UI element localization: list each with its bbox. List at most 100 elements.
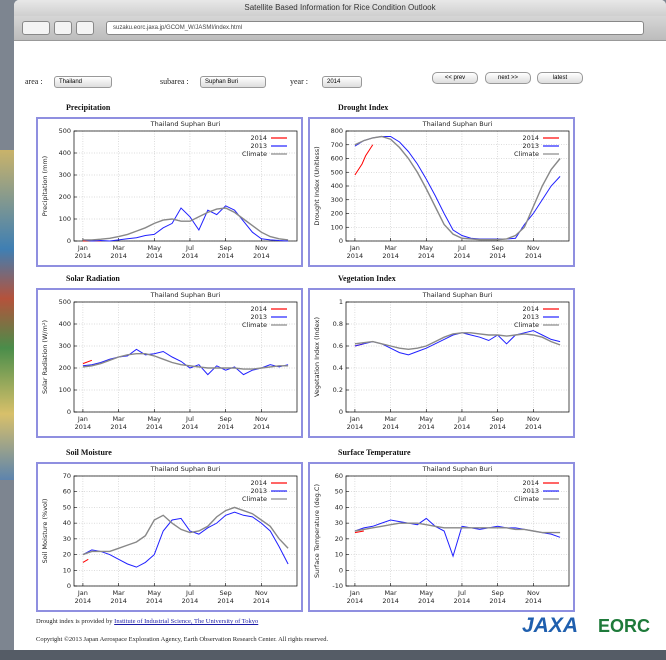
y-tick-label: 50 <box>335 488 343 496</box>
legend-label: Climate <box>242 321 267 329</box>
x-tick-label: Sep <box>220 244 232 252</box>
y-axis-label: Drought Index (Unitless) <box>313 146 321 225</box>
x-tick-sublabel: 2014 <box>418 423 435 431</box>
chart-title: Thailand Suphan Buri <box>150 465 221 473</box>
y-tick-label: 0 <box>67 582 71 590</box>
y-tick-label: 30 <box>335 519 343 527</box>
y-tick-label: 100 <box>59 386 71 394</box>
y-axis-label: Soil Moisture (%vol) <box>41 499 49 564</box>
y-tick-label: 0.2 <box>333 386 343 394</box>
latest-button[interactable]: latest <box>537 72 583 84</box>
x-tick-sublabel: 2014 <box>347 597 364 605</box>
x-tick-label: May <box>148 415 162 423</box>
y-tick-label: 400 <box>59 320 71 328</box>
x-tick-label: Sep <box>492 589 504 597</box>
prev-button[interactable]: << prev <box>432 72 478 84</box>
x-tick-label: Jul <box>457 244 466 252</box>
y-tick-label: 100 <box>331 223 343 231</box>
area-select[interactable]: Thailand <box>54 76 112 88</box>
panel-heading: Soil Moisture <box>66 448 112 457</box>
x-tick-sublabel: 2014 <box>489 597 506 605</box>
legend-label: Climate <box>514 321 539 329</box>
x-tick-sublabel: 2014 <box>382 423 399 431</box>
legend-label: 2014 <box>522 305 539 313</box>
y-tick-label: 200 <box>59 364 71 372</box>
copyright: Copyright ©2013 Japan Aerospace Explorat… <box>36 636 328 643</box>
y-tick-label: 60 <box>63 488 71 496</box>
x-tick-sublabel: 2014 <box>146 423 163 431</box>
panel-heading: Precipitation <box>66 103 110 112</box>
y-tick-label: 0 <box>67 237 71 245</box>
y-tick-label: 10 <box>335 551 343 559</box>
legend-label: 2013 <box>522 142 539 150</box>
y-tick-label: 200 <box>59 193 71 201</box>
chart-title: Thailand Suphan Buri <box>150 120 221 128</box>
x-tick-label: Jul <box>185 244 194 252</box>
x-tick-sublabel: 2014 <box>489 423 506 431</box>
legend-label: 2014 <box>522 479 539 487</box>
subarea-select[interactable]: Suphan Buri <box>200 76 266 88</box>
x-tick-label: May <box>420 415 434 423</box>
legend-label: 2014 <box>250 305 267 313</box>
x-tick-label: Jul <box>457 415 466 423</box>
y-tick-label: 0 <box>339 566 343 574</box>
y-tick-label: 1 <box>339 298 343 306</box>
x-tick-sublabel: 2014 <box>146 597 163 605</box>
legend-label: 2013 <box>522 487 539 495</box>
x-tick-sublabel: 2014 <box>525 252 542 260</box>
chart-title: Thailand Suphan Buri <box>422 120 493 128</box>
x-tick-sublabel: 2014 <box>110 252 127 260</box>
chart: Thailand Suphan Buri Vegetation Index (In… <box>308 288 575 438</box>
credit-text: Drought index is provided by <box>36 618 114 625</box>
x-tick-label: Mar <box>112 589 125 597</box>
tabs-button[interactable] <box>54 21 72 35</box>
y-tick-label: 300 <box>59 342 71 350</box>
x-tick-sublabel: 2014 <box>418 252 435 260</box>
y-tick-label: 70 <box>63 472 71 480</box>
legend-label: 2013 <box>250 487 267 495</box>
y-tick-label: 20 <box>335 535 343 543</box>
x-tick-sublabel: 2014 <box>75 597 92 605</box>
year-select[interactable]: 2014 <box>322 76 362 88</box>
back-forward-button[interactable] <box>22 21 50 35</box>
x-tick-label: Jan <box>77 589 88 597</box>
x-tick-sublabel: 2014 <box>454 423 471 431</box>
y-tick-label: 500 <box>331 168 343 176</box>
x-tick-sublabel: 2014 <box>418 597 435 605</box>
x-tick-label: Nov <box>255 244 268 252</box>
x-tick-label: Sep <box>220 589 232 597</box>
x-tick-label: Sep <box>492 415 504 423</box>
y-tick-label: 300 <box>59 171 71 179</box>
area-label: area : <box>25 77 43 86</box>
x-tick-sublabel: 2014 <box>253 252 270 260</box>
y-tick-label: 0 <box>339 237 343 245</box>
year-label: year : <box>290 77 308 86</box>
y-axis-label: Vegetation Index (Index) <box>313 317 321 397</box>
legend-label: 2014 <box>522 134 539 142</box>
y-tick-label: 500 <box>59 298 71 306</box>
x-tick-sublabel: 2014 <box>525 423 542 431</box>
x-tick-sublabel: 2014 <box>146 252 163 260</box>
chart-title: Thailand Suphan Buri <box>422 291 493 299</box>
y-tick-label: 10 <box>63 566 71 574</box>
x-tick-label: Mar <box>384 415 397 423</box>
url-bar[interactable]: suzaku.eorc.jaxa.jp/GCOM_W/JASMI/index.h… <box>106 21 644 35</box>
legend-label: Climate <box>514 150 539 158</box>
x-tick-sublabel: 2014 <box>110 597 127 605</box>
y-tick-label: 30 <box>63 535 71 543</box>
toolbar: suzaku.eorc.jaxa.jp/GCOM_W/JASMI/index.h… <box>14 16 666 41</box>
next-button[interactable]: next >> <box>485 72 531 84</box>
y-axis-label: Solar Radiation (W/m²) <box>41 320 49 394</box>
x-tick-label: Jan <box>349 244 360 252</box>
x-tick-sublabel: 2014 <box>75 252 92 260</box>
x-tick-label: May <box>148 244 162 252</box>
eorc-logo: EORC <box>598 616 650 637</box>
credit-link[interactable]: Institute of Industrial Science, The Uni… <box>114 618 258 625</box>
legend-label: Climate <box>242 150 267 158</box>
panel-heading: Vegetation Index <box>338 274 396 283</box>
y-tick-label: 600 <box>331 155 343 163</box>
chart-title: Thailand Suphan Buri <box>422 465 493 473</box>
add-button[interactable] <box>76 21 94 35</box>
legend-label: Climate <box>514 495 539 503</box>
